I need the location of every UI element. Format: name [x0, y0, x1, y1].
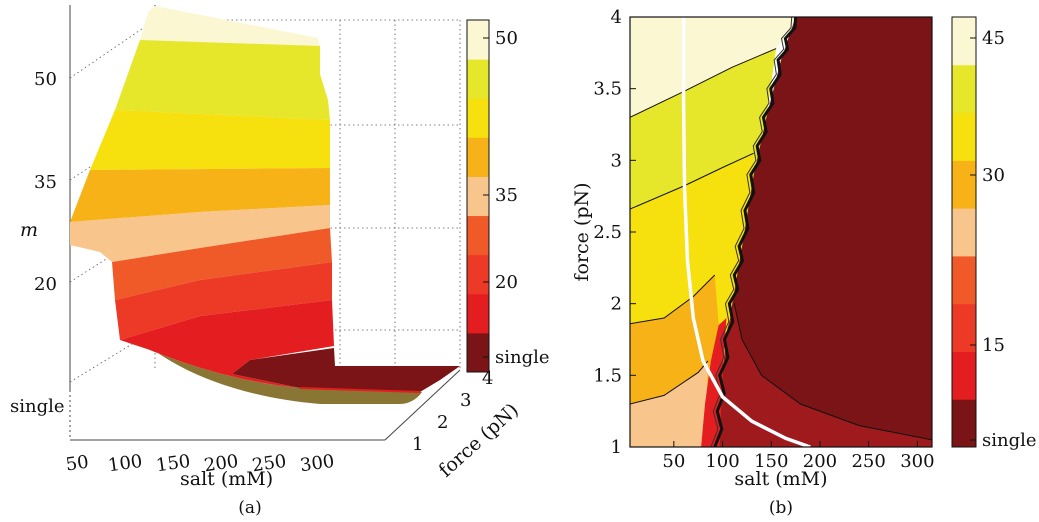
surface-band-2	[115, 262, 332, 340]
surface-band-6	[90, 110, 330, 170]
b-colorbar-tick-label: 15	[982, 335, 1005, 356]
contour-line	[733, 303, 932, 441]
y-tick-label-b: 1	[611, 437, 622, 458]
x-tick-label-b: 300	[900, 451, 934, 472]
contour-region	[630, 17, 796, 118]
x-tick-label-b: 250	[851, 451, 885, 472]
y-tick-label-b: 4	[611, 7, 622, 28]
contour-line	[630, 152, 754, 210]
b-colorbar-segment	[952, 303, 976, 352]
a-colorbar-tick-label: 20	[495, 272, 518, 293]
b-colorbar-segment	[952, 255, 976, 305]
contour-region	[630, 361, 708, 447]
x-tick-label-b: 200	[803, 451, 837, 472]
panel-b-contour-plot: 50 100 150 200 250 300 1 1.5 2 2.5 3 3.5 4 salt (mM)…	[571, 7, 1037, 518]
a-colorbar-segment	[467, 137, 489, 177]
x-tick-label-b: 50	[662, 451, 685, 472]
contour-line	[630, 360, 709, 405]
surface-band-1	[120, 300, 334, 388]
x-tick-label-a: 300	[299, 451, 336, 477]
x-tick-label-b: 100	[705, 451, 739, 472]
x-tick-label-a: 200	[203, 451, 240, 477]
x-tick-label-a: 100	[107, 451, 144, 477]
a-colorbar-segment	[467, 176, 489, 217]
y-axis-title-b: force (pN)	[571, 182, 593, 281]
y-tick-label-b: 3	[611, 150, 622, 171]
surface-band-7	[115, 40, 330, 120]
a-colorbar-segment	[467, 215, 489, 256]
a-colorbar-tick-label: 50	[495, 28, 518, 49]
y-tick-label-b: 1.5	[593, 365, 622, 386]
x-tick-label-a: 150	[155, 451, 192, 477]
b-colorbar-tick-label: 30	[982, 165, 1005, 186]
surface-band-8	[140, 6, 320, 46]
contour-lines	[630, 17, 932, 447]
x-tick-label-a: 50	[64, 452, 90, 476]
x-axis-title-b: salt (mM)	[734, 468, 827, 490]
a-colorbar-segment	[467, 293, 489, 334]
a-colorbar-segment	[467, 254, 489, 295]
surface-band-3	[112, 228, 332, 300]
b-colorbar-segment	[952, 112, 976, 161]
z-tick-label: single	[10, 396, 65, 417]
a-colorbar-tick-label: single	[495, 347, 550, 368]
surface-band-single	[232, 348, 460, 392]
a-colorbar-segment	[467, 332, 489, 373]
z-tick-label: 20	[34, 274, 57, 295]
a-colorbar-segment	[467, 98, 489, 138]
surface-edge-red	[299, 387, 421, 393]
b-colorbar-segment	[952, 351, 976, 400]
y-tick-label-b: 3.5	[593, 79, 622, 100]
b-colorbar-tick-label: single	[982, 430, 1037, 451]
b-colorbar-tick-label: 45	[982, 28, 1005, 49]
panel-a-box	[69, 5, 461, 441]
y-tick-label-a: 2	[437, 412, 448, 433]
z-tick-label: 35	[34, 172, 57, 193]
b-colorbar-segment	[952, 160, 976, 209]
z-axis-title: m	[20, 219, 38, 241]
a-colorbar-frame	[466, 19, 490, 373]
contour-line	[630, 274, 716, 325]
white-curve	[681, 17, 811, 447]
x-axis-title-a: salt (mM)	[180, 468, 273, 490]
boundary-line	[713, 17, 798, 447]
y-tick-label-a: 1	[412, 434, 423, 455]
x-tick-label-a: 250	[251, 451, 288, 477]
b-colorbar-segment	[952, 208, 976, 257]
z-tick-label: 50	[34, 69, 57, 90]
contour-region-single	[717, 17, 932, 447]
a-colorbar-segment	[467, 59, 489, 99]
surface-underside	[148, 346, 422, 404]
contour-line	[630, 48, 777, 118]
y-axis-line	[384, 369, 461, 441]
panel-b-ticks: 50 100 150 200 250 300 1 1.5 2 2.5 3 3.5 4	[593, 7, 934, 472]
y-tick-label-a: 4	[482, 368, 493, 389]
a-colorbar-tick-label: 35	[495, 185, 518, 206]
b-colorbar-segment	[952, 399, 976, 448]
panel-a-colorbar: single 20 35 50	[466, 19, 550, 373]
panel-b-colorbar: single 15 30 45	[951, 16, 1037, 451]
boundary-line	[710, 17, 793, 447]
surface	[70, 6, 460, 393]
surface-band-4	[70, 205, 330, 262]
contour-regions	[630, 17, 932, 447]
x-tick-label-b: 150	[754, 451, 788, 472]
panel-b-label: (b)	[769, 498, 793, 518]
contour-region	[717, 303, 932, 447]
b-colorbar-segment	[952, 64, 976, 114]
b-colorbar-frame	[951, 16, 977, 448]
y-tick-label-a: 3	[460, 390, 471, 411]
a-colorbar-segment	[467, 20, 489, 60]
y-tick-label-b: 2.5	[593, 222, 622, 243]
b-colorbar-segment	[952, 17, 976, 66]
y-tick-label-b: 2	[611, 294, 622, 315]
panel-a-label: (a)	[238, 498, 261, 518]
